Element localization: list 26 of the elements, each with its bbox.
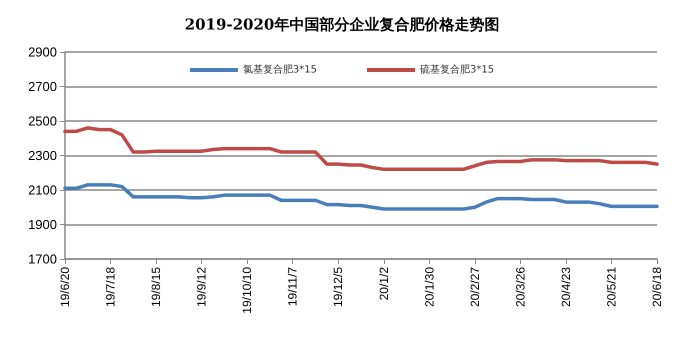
x-tick-label: 20/1/2 [376,266,391,300]
x-tick-label: 20/2/27 [468,266,482,308]
x-tick-label: 19/8/15 [149,266,164,308]
line-series [63,183,659,211]
chart-title: 2019-2020年中国部分企业复合肥价格走势图 [184,16,500,34]
y-tick-label: 2500 [28,114,57,128]
y-tick-label: 2300 [28,148,57,163]
x-tick-label: 19/10/10 [240,266,254,314]
x-tick-label: 19/6/20 [58,266,72,308]
x-tick-label: 19/11/7 [286,266,300,306]
y-tick-label: 2700 [28,79,57,94]
y-tick-label: 1900 [28,217,57,232]
legend-label: 硫基复合肥3*15 [420,64,494,76]
legend-label: 氯基复合肥3*15 [242,64,318,76]
x-tick-label: 19/12/5 [331,266,346,308]
x-tick-label: 19/9/12 [194,266,209,308]
x-tick-label: 20/4/23 [558,266,573,308]
x-tick-label: 20/6/18 [650,266,664,308]
x-tick-label: 20/1/30 [422,266,436,308]
y-tick-label: 2900 [28,44,57,60]
x-tick-label: 20/3/26 [513,266,528,308]
x-tick-label: 19/7/18 [104,266,118,308]
x-tick-label: 20/5/21 [604,266,618,308]
y-tick-label: 2100 [28,182,57,198]
line-series [63,126,659,172]
y-tick-label: 1700 [28,252,57,266]
